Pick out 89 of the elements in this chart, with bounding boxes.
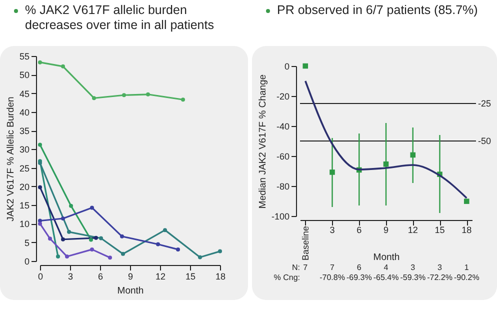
- x-tick-label: 15: [185, 272, 196, 282]
- point: [56, 254, 60, 259]
- data-label: -65.4%: [373, 273, 399, 282]
- data-label: -69.3%: [346, 273, 372, 282]
- point: [156, 242, 160, 246]
- point: [89, 238, 93, 242]
- point: [302, 63, 308, 69]
- point: [38, 222, 42, 226]
- y-tick-label: 5: [24, 238, 30, 248]
- y-axis-title: JAK2 V617F % Allelic Burden: [5, 96, 16, 222]
- y-tick-label: 10: [19, 219, 30, 230]
- x-tick-label: 9: [383, 225, 389, 235]
- text: 7: [303, 263, 308, 272]
- data-label: -72.2%: [427, 273, 452, 282]
- chart-title: PR observed in 6/7 patients (85.7%): [276, 3, 479, 18]
- x-tick-label: Baseline: [300, 226, 310, 261]
- text: 1: [464, 263, 470, 272]
- point: [38, 185, 42, 190]
- point: [38, 60, 42, 64]
- text: 3: [410, 263, 416, 272]
- point: [38, 142, 42, 147]
- x-tick-label: 6: [98, 272, 104, 282]
- y-tick-label: -40: [276, 122, 290, 132]
- point: [48, 236, 52, 241]
- x-tick-label: 18: [462, 225, 472, 235]
- point: [163, 228, 167, 232]
- point: [67, 230, 71, 234]
- ref-line-label: -50: [478, 136, 492, 146]
- point: [330, 170, 335, 175]
- point: [92, 96, 96, 100]
- y-tick-label: 40: [19, 107, 30, 118]
- x-tick-label: 18: [215, 272, 226, 282]
- point: [410, 152, 416, 158]
- x-axis-title: Month: [373, 252, 400, 263]
- point: [108, 256, 112, 260]
- point: [99, 236, 103, 240]
- point: [218, 249, 222, 254]
- text: 6: [356, 263, 362, 272]
- point: [464, 198, 470, 204]
- y-tick-label: 30: [19, 144, 30, 155]
- text: % Cng:: [274, 273, 300, 282]
- point: [69, 204, 73, 208]
- y-axis-title: Median JAK2 V617F % Change: [257, 74, 268, 209]
- x-tick-label: 3: [330, 225, 335, 235]
- point: [65, 254, 69, 259]
- text: N:: [292, 263, 300, 272]
- y-tick-label: 15: [19, 200, 30, 211]
- point: [121, 252, 125, 256]
- y-tick-label: 25: [19, 163, 30, 174]
- x-axis-title: Month: [117, 286, 144, 296]
- y-tick-label: 0: [24, 256, 30, 266]
- y-tick-label: 0: [284, 62, 290, 72]
- data-label: -90.2%: [454, 273, 480, 282]
- y-tick-label: 45: [19, 88, 30, 99]
- point: [146, 92, 150, 96]
- y-tick-label: 35: [19, 126, 30, 136]
- data-label: -70.8%: [320, 273, 345, 282]
- x-tick-label: 12: [408, 225, 418, 235]
- point: [61, 216, 65, 221]
- x-tick-label: 12: [155, 272, 166, 282]
- x-tick-label: 3: [68, 272, 74, 282]
- text: 7: [330, 263, 336, 272]
- point: [38, 218, 42, 223]
- chart-title: % JAK2 V617F allelic burden decreases over time in all patients: [24, 3, 215, 33]
- text: 3: [438, 263, 443, 272]
- y-tick-label: -100: [271, 212, 290, 222]
- point: [120, 234, 124, 238]
- text: 4: [384, 263, 389, 272]
- x-tick-label: 0: [38, 272, 44, 282]
- y-tick-label: -80: [276, 182, 290, 192]
- point: [90, 206, 94, 210]
- y-tick-label: -20: [276, 92, 290, 102]
- y-tick-label: 55: [19, 52, 30, 62]
- x-tick-label: 6: [356, 225, 362, 235]
- x-tick-label: 9: [128, 272, 134, 282]
- point: [176, 247, 180, 252]
- point: [94, 236, 98, 240]
- point: [90, 247, 94, 252]
- y-tick-label: 50: [19, 70, 30, 80]
- ref-line-label: -25: [478, 98, 492, 108]
- point: [61, 237, 65, 242]
- y-tick-label: 20: [19, 182, 30, 192]
- data-label: -59.3%: [400, 273, 426, 282]
- point: [122, 93, 126, 98]
- y-tick-label: -60: [276, 152, 290, 162]
- x-tick-label: 15: [434, 225, 445, 235]
- point: [61, 64, 65, 68]
- point: [181, 98, 185, 102]
- point: [198, 255, 202, 260]
